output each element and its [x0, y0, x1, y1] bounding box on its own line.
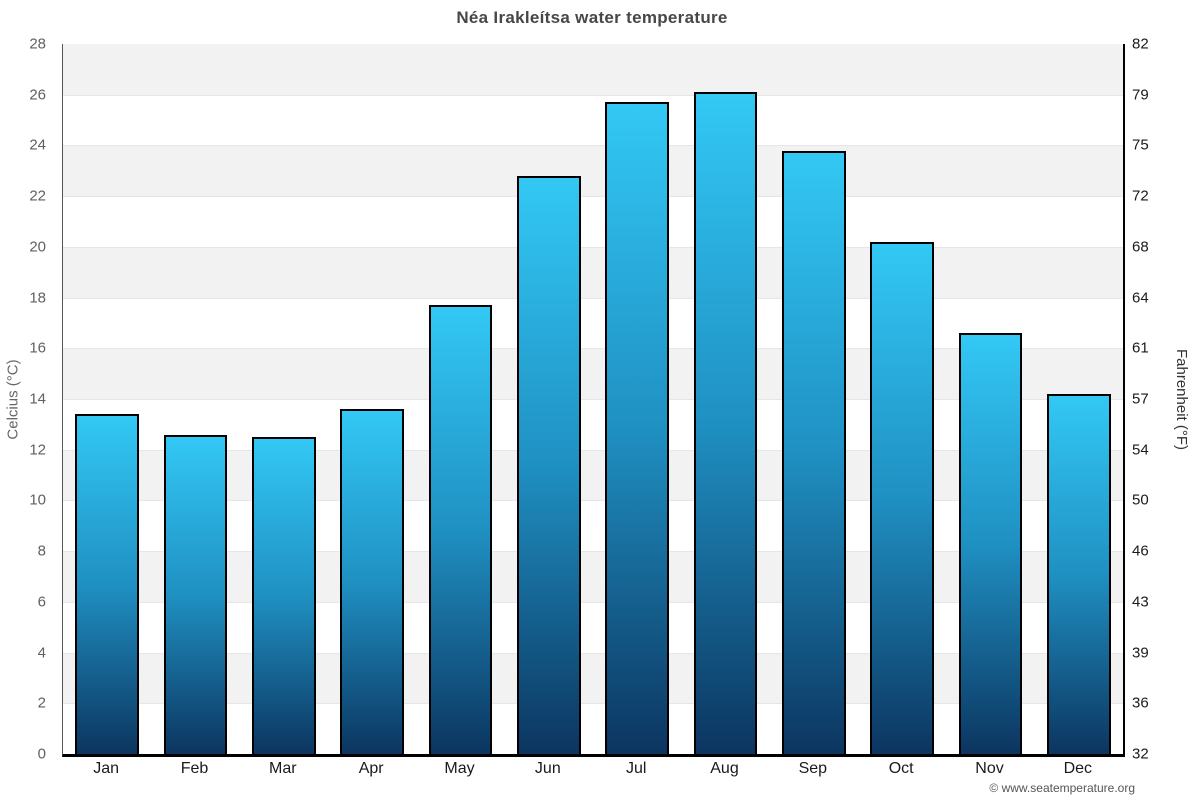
y-tick-fahrenheit-36: 36 — [1132, 694, 1149, 712]
y-tick-celsius-4: 4 — [37, 644, 46, 662]
y-tick-fahrenheit-32: 32 — [1132, 745, 1149, 763]
y-axis-left-ticks: 0 2 4 6 8 10 12 14 16 18 20 22 24 26 28 — [0, 36, 54, 763]
plot-band — [63, 44, 1123, 95]
plot-band — [63, 551, 1123, 602]
y-tick-celsius-20: 20 — [29, 238, 46, 256]
copyright-credit: © www.seatemperature.org — [989, 781, 1135, 795]
y-tick-celsius-0: 0 — [37, 745, 46, 763]
plot-band — [63, 449, 1123, 501]
y-tick-celsius-22: 22 — [29, 187, 46, 205]
bar-jun[interactable] — [517, 175, 581, 754]
x-label-sep: Sep — [798, 760, 828, 777]
plot-band — [63, 500, 1123, 552]
y-tick-fahrenheit-72: 72 — [1132, 187, 1149, 205]
x-label-dec: Dec — [1063, 760, 1093, 777]
bar-oct[interactable] — [870, 241, 934, 754]
y-tick-celsius-14: 14 — [29, 390, 46, 408]
bar-sep[interactable] — [782, 150, 846, 754]
y-tick-fahrenheit-79: 79 — [1132, 86, 1149, 104]
y-tick-celsius-16: 16 — [29, 339, 46, 357]
bar-jan[interactable] — [75, 414, 139, 754]
plot-band — [63, 246, 1123, 298]
bar-mar[interactable] — [252, 437, 316, 754]
y-tick-fahrenheit-61: 61 — [1132, 339, 1149, 357]
plot-band — [63, 399, 1123, 450]
y-tick-fahrenheit-50: 50 — [1132, 491, 1149, 509]
y-tick-fahrenheit-68: 68 — [1132, 238, 1149, 256]
bar-may[interactable] — [428, 305, 493, 754]
plot-band — [63, 652, 1123, 704]
x-label-nov: Nov — [975, 760, 1004, 777]
plot-band — [63, 94, 1123, 146]
y-tick-celsius-8: 8 — [37, 542, 46, 560]
x-label-aug: Aug — [710, 760, 739, 777]
y-tick-celsius-18: 18 — [29, 289, 46, 307]
y-tick-celsius-28: 28 — [29, 35, 46, 53]
y-tick-celsius-6: 6 — [37, 593, 46, 611]
x-label-jul: Jul — [625, 760, 647, 777]
x-axis-labels: Jan Feb Mar Apr May Jun Jul Aug Sep Oct Nov Dec — [62, 760, 1122, 786]
plot-band — [63, 145, 1123, 197]
x-label-jan: Jan — [93, 760, 120, 777]
x-label-feb: Feb — [180, 760, 209, 777]
bar-feb[interactable] — [163, 434, 228, 754]
y-tick-fahrenheit-57: 57 — [1132, 390, 1149, 408]
y-tick-celsius-26: 26 — [29, 86, 46, 104]
y-tick-fahrenheit-64: 64 — [1132, 289, 1149, 307]
plot-band — [63, 601, 1123, 653]
x-label-apr: Apr — [358, 760, 384, 777]
y-tick-fahrenheit-46: 46 — [1132, 542, 1149, 560]
x-label-mar: Mar — [269, 760, 297, 777]
y-axis-label-fahrenheit: Fahrenheit (°F) — [1173, 348, 1191, 450]
bar-jul[interactable] — [605, 102, 669, 754]
y-tick-celsius-24: 24 — [29, 136, 46, 154]
plot-band — [63, 703, 1123, 754]
y-tick-fahrenheit-75: 75 — [1132, 136, 1149, 154]
y-tick-fahrenheit-39: 39 — [1132, 644, 1149, 662]
bar-aug[interactable] — [693, 92, 758, 754]
chart-title: Néa Irakleítsa water temperature — [456, 8, 728, 27]
x-label-oct: Oct — [888, 760, 914, 777]
plot-band — [63, 348, 1123, 399]
y-tick-fahrenheit-82: 82 — [1132, 35, 1149, 53]
x-label-jun: Jun — [534, 760, 561, 777]
plot-band — [63, 196, 1123, 247]
plot-area — [62, 44, 1125, 757]
bar-apr[interactable] — [340, 409, 404, 754]
y-tick-celsius-2: 2 — [37, 694, 46, 712]
y-axis-right-ticks: 32 36 39 43 46 50 54 57 61 64 68 72 75 79 82 — [1132, 36, 1172, 763]
x-label-may: May — [444, 760, 475, 777]
y-tick-celsius-12: 12 — [29, 441, 46, 459]
y-tick-celsius-10: 10 — [29, 491, 46, 509]
bar-dec[interactable] — [1047, 393, 1111, 754]
bar-nov[interactable] — [958, 333, 1023, 754]
plot-band — [63, 297, 1123, 349]
y-tick-fahrenheit-43: 43 — [1132, 593, 1149, 611]
y-tick-fahrenheit-54: 54 — [1132, 441, 1149, 459]
